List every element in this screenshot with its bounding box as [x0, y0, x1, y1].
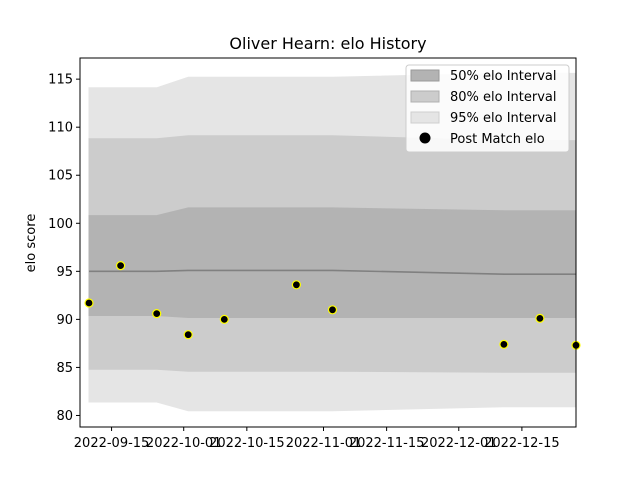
legend-label-band95: 95% elo Interval	[450, 111, 557, 126]
legend-frame	[405, 64, 570, 153]
post-match-point	[499, 339, 509, 349]
legend-label-band50: 50% elo Interval	[450, 69, 557, 84]
post-match-point	[115, 261, 126, 271]
plot-frame	[79, 57, 577, 428]
mean-elo-line	[89, 269, 576, 276]
chart-title: Oliver Hearn: elo History	[229, 34, 426, 53]
interval-bands	[88, 72, 577, 412]
legend-label-band80: 80% elo Interval	[450, 90, 557, 105]
legend-swatch-band50	[410, 69, 440, 82]
y-tick-label: 85	[56, 361, 73, 376]
mean-line-group	[89, 269, 576, 276]
x-tick-label: 2022-12-15	[484, 436, 560, 451]
post-match-point	[291, 280, 301, 290]
y-tick-label: 115	[48, 73, 73, 88]
y-axis: 80 85 90 95 100 105 110 115	[48, 73, 80, 424]
x-tick-label: 2022-10-15	[209, 436, 285, 451]
x-tick-label: 2022-09-15	[74, 436, 150, 451]
x-tick-label: 2022-10-01	[146, 436, 222, 451]
y-tick-label: 90	[56, 313, 73, 328]
post-match-point	[84, 298, 94, 308]
y-tick-label: 95	[56, 265, 73, 280]
legend: 50% elo Interval 80% elo Interval 95% el…	[405, 64, 570, 153]
post-match-point	[219, 314, 229, 324]
post-match-point	[152, 309, 162, 319]
legend-swatch-band95	[410, 111, 440, 124]
post-match-point	[183, 330, 193, 340]
y-tick-label: 80	[56, 409, 73, 424]
post-match-points	[84, 261, 581, 350]
y-axis-label: elo score	[24, 214, 39, 273]
legend-label-points: Post Match elo	[450, 132, 545, 147]
x-tick-label: 2022-11-01	[286, 436, 362, 451]
x-tick-label: 2022-11-15	[349, 436, 425, 451]
band50-area	[88, 207, 577, 318]
y-tick-label: 105	[48, 169, 73, 184]
legend-swatch-band80	[410, 90, 440, 103]
x-tick-label: 2022-12-01	[421, 436, 497, 451]
post-match-point	[535, 313, 545, 323]
post-match-point	[327, 305, 338, 315]
y-tick-label: 110	[48, 121, 73, 136]
y-tick-label: 100	[48, 217, 73, 232]
legend-marker-points	[419, 132, 431, 144]
